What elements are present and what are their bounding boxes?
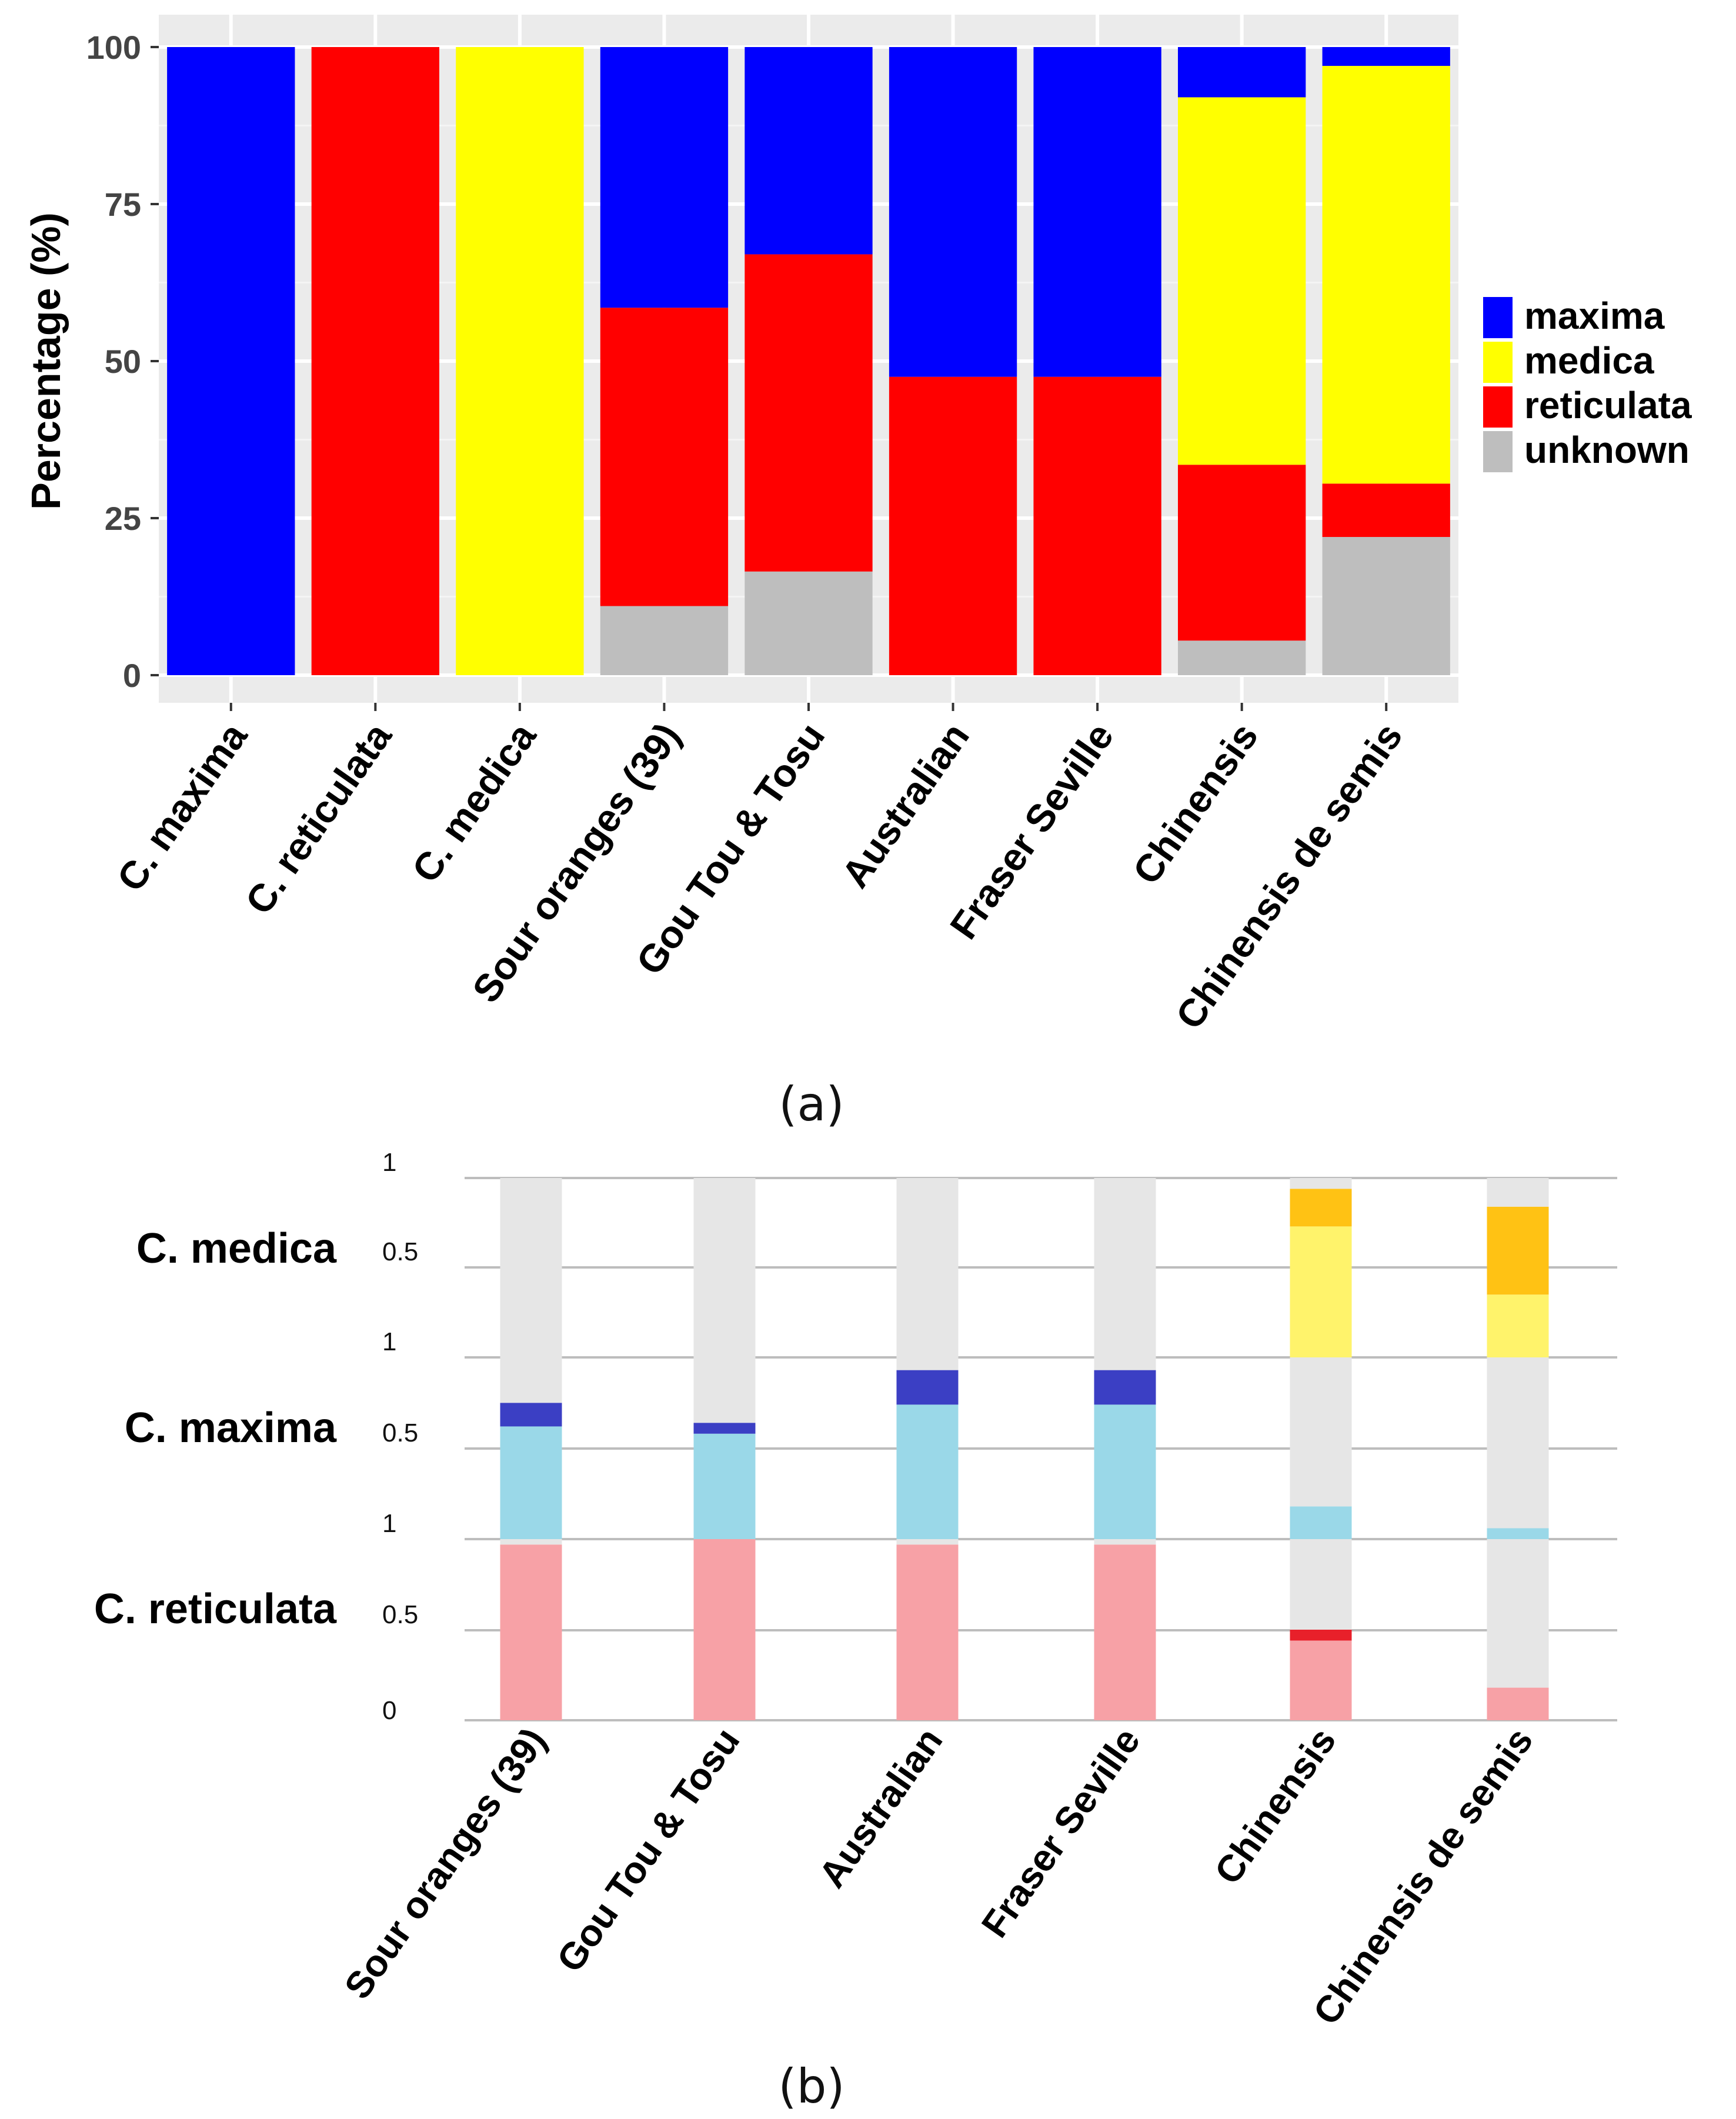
row-label-c-reticulata: C. reticulata: [94, 1586, 337, 1633]
row-tick-label: 0.5: [382, 1600, 418, 1629]
panel-a-label: (a): [779, 1077, 844, 1132]
bar-c-medica-remainder-sour-oranges-39: [500, 1178, 562, 1357]
legend-label-maxima: maxima: [1524, 295, 1665, 337]
bar-c-maxima-remainder-chinensis: [1290, 1357, 1352, 1507]
bar-medica-chinensis: [1178, 97, 1306, 465]
bar-c-maxima-maxima-dark-australian: [896, 1370, 959, 1405]
row-tick-label: 0.5: [382, 1237, 418, 1266]
bar-c-maxima-maxima-dark-gou-tou-tosu: [693, 1423, 756, 1434]
bar-c-medica-remainder-chinensis: [1290, 1178, 1352, 1189]
bar-c-reticulata-reticulata-light-chinensis: [1290, 1640, 1352, 1720]
bar-reticulata-australian: [889, 376, 1017, 675]
bar-c-reticulata-remainder-fraser-seville: [1094, 1539, 1156, 1545]
bar-c-maxima-remainder-gou-tou-tosu: [693, 1357, 756, 1423]
x-tick-label: C. medica: [403, 715, 545, 890]
x-tick-label: C. reticulata: [236, 715, 400, 922]
bar-c-maxima-maxima-light-fraser-seville: [1094, 1404, 1156, 1539]
y-tick-label: 50: [105, 343, 141, 380]
bar-c-maxima-maxima-light-gou-tou-tosu: [693, 1433, 756, 1539]
bar-c-medica-medica-dark-chinensis: [1290, 1189, 1352, 1227]
bar-unknown-chinensis-de-semis: [1322, 537, 1450, 675]
bar-c-maxima-maxima-light-chinensis-de-semis: [1487, 1528, 1549, 1539]
row-label-c-maxima: C. maxima: [125, 1404, 337, 1451]
x-tick-label: Chinensis: [1206, 1720, 1344, 1892]
bar-c-reticulata-reticulata-light-chinensis-de-semis: [1487, 1687, 1549, 1720]
bar-c-medica-remainder-gou-tou-tosu: [693, 1178, 756, 1357]
bar-maxima-chinensis-de-semis: [1322, 47, 1450, 66]
row-tick-label: 0: [382, 1696, 396, 1725]
row-tick-label: 1: [382, 1509, 396, 1538]
bar-c-maxima-maxima-light-chinensis: [1290, 1506, 1352, 1539]
bar-medica-chinensis-de-semis: [1322, 66, 1450, 484]
bar-maxima-c-maxima: [167, 47, 295, 675]
row-tick-label: 1: [382, 1327, 396, 1356]
bar-c-reticulata-remainder-chinensis-de-semis: [1487, 1539, 1549, 1688]
bar-c-maxima-remainder-chinensis-de-semis: [1487, 1357, 1549, 1529]
x-tick-label: Australian: [810, 1720, 950, 1896]
bar-maxima-sour-oranges-39: [600, 47, 729, 308]
bar-reticulata-sour-oranges-39: [600, 308, 729, 606]
bar-c-medica-medica-dark-chinensis-de-semis: [1487, 1206, 1549, 1295]
bar-maxima-chinensis: [1178, 47, 1306, 98]
bar-c-medica-medica-light-chinensis-de-semis: [1487, 1294, 1549, 1357]
bar-c-reticulata-remainder-sour-oranges-39: [500, 1539, 562, 1545]
legend-swatch-unknown: [1483, 431, 1513, 472]
bar-reticulata-gou-tou-tosu: [745, 254, 873, 572]
y-tick-label: 25: [105, 500, 141, 537]
bar-reticulata-chinensis: [1178, 465, 1306, 641]
legend-swatch-reticulata: [1483, 386, 1513, 428]
bar-c-maxima-maxima-dark-sour-oranges-39: [500, 1403, 562, 1427]
bar-c-reticulata-remainder-australian: [896, 1539, 959, 1545]
bar-unknown-sour-oranges-39: [600, 606, 729, 675]
bar-reticulata-fraser-seville: [1033, 376, 1161, 675]
legend-label-medica: medica: [1524, 339, 1654, 382]
x-tick-label: C. maxima: [108, 715, 256, 899]
y-tick-label: 100: [86, 29, 141, 66]
bar-c-reticulata-reticulata-light-sour-oranges-39: [500, 1544, 562, 1720]
x-tick-label: Gou Tou & Tosu: [548, 1720, 747, 1980]
bar-c-reticulata-remainder-chinensis: [1290, 1539, 1352, 1630]
row-tick-label: 1: [382, 1148, 396, 1177]
bar-reticulata-c-reticulata: [311, 47, 439, 675]
bar-reticulata-chinensis-de-semis: [1322, 483, 1450, 538]
bar-c-maxima-remainder-fraser-seville: [1094, 1357, 1156, 1370]
bar-unknown-gou-tou-tosu: [745, 571, 873, 675]
x-tick-label: Chinensis: [1124, 715, 1267, 892]
bar-c-reticulata-reticulata-light-australian: [896, 1544, 959, 1720]
bar-c-maxima-maxima-light-sour-oranges-39: [500, 1426, 562, 1539]
legend-label-reticulata: reticulata: [1524, 384, 1692, 426]
bar-c-maxima-remainder-sour-oranges-39: [500, 1357, 562, 1403]
bar-maxima-gou-tou-tosu: [745, 47, 873, 255]
bar-unknown-chinensis: [1178, 640, 1306, 675]
bar-c-maxima-maxima-light-australian: [896, 1404, 959, 1539]
bar-c-medica-medica-light-chinensis: [1290, 1226, 1352, 1357]
bar-c-maxima-maxima-dark-fraser-seville: [1094, 1370, 1156, 1405]
y-tick-label: 0: [123, 657, 141, 694]
x-tick-label: Fraser Seville: [973, 1720, 1149, 1945]
bar-maxima-fraser-seville: [1033, 47, 1161, 377]
x-tick-label: Sour oranges (39): [336, 1720, 554, 2007]
panel-b-chart: 0 0.5 1 0.5 1 0.5 1 C. reticulata C. maxima C. me…: [94, 1148, 1617, 2033]
bar-c-reticulata-reticulata-light-fraser-seville: [1094, 1544, 1156, 1720]
x-tick-label: Australian: [833, 715, 977, 896]
bar-c-maxima-remainder-australian: [896, 1357, 959, 1370]
bar-maxima-australian: [889, 47, 1017, 377]
bar-medica-c-medica: [456, 47, 584, 675]
legend-swatch-medica: [1483, 342, 1513, 383]
y-axis-title: Percentage (%): [23, 212, 69, 510]
bar-c-reticulata-reticulata-dark-chinensis: [1290, 1630, 1352, 1641]
row-label-c-medica: C. medica: [136, 1225, 337, 1272]
row-tick-label: 0.5: [382, 1419, 418, 1447]
panel-b-label: (b): [778, 2059, 844, 2114]
bar-c-medica-remainder-fraser-seville: [1094, 1178, 1156, 1357]
x-tick-label: Chinensis de semis: [1305, 1720, 1541, 2033]
legend-swatch-maxima: [1483, 297, 1513, 338]
bar-c-medica-remainder-chinensis-de-semis: [1487, 1178, 1549, 1207]
legend-label-unknown: unknown: [1524, 429, 1690, 471]
bar-c-reticulata-reticulata-light-gou-tou-tosu: [693, 1539, 756, 1720]
y-tick-label: 75: [105, 186, 141, 223]
bar-c-medica-remainder-australian: [896, 1178, 959, 1357]
